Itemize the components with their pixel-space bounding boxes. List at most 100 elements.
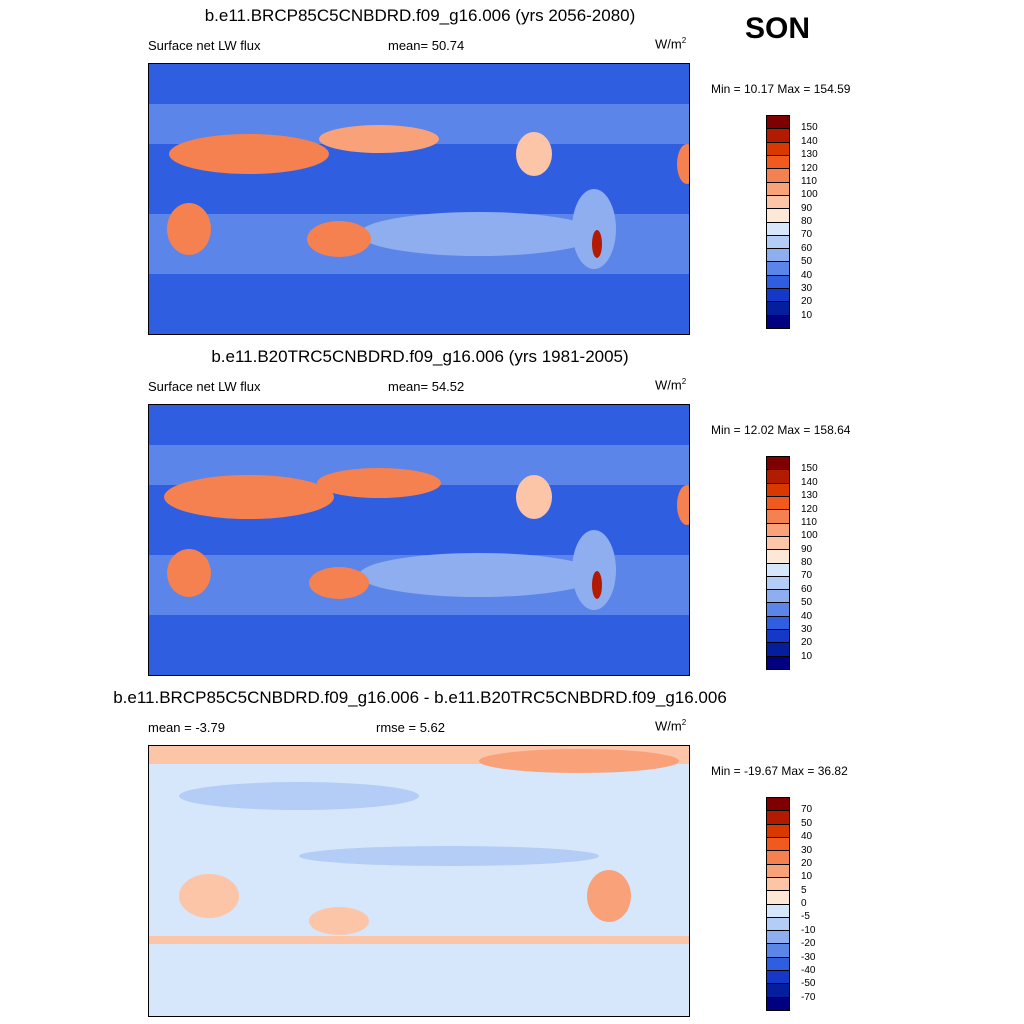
colorbar-swatch bbox=[767, 470, 789, 484]
colorbar-tick-label: 150 bbox=[801, 463, 818, 475]
map-2-andes-max bbox=[592, 571, 602, 599]
colorbar-swatch bbox=[767, 235, 789, 250]
colorbar-swatch bbox=[767, 536, 789, 551]
map-2-south-america bbox=[572, 530, 616, 610]
colorbar-tick-label: 20 bbox=[801, 296, 813, 308]
map-2-sahara bbox=[164, 475, 334, 519]
colorbar-swatch bbox=[767, 917, 789, 932]
map-1-pacific-band bbox=[359, 212, 599, 256]
colorbar-swatch bbox=[767, 891, 789, 905]
colorbar-tick-label: 0 bbox=[801, 898, 807, 909]
colorbar-tick-label: 30 bbox=[801, 623, 813, 635]
colorbar-swatch bbox=[767, 971, 789, 985]
map-2-pacific-band bbox=[359, 553, 599, 597]
colorbar-tick-label: -30 bbox=[801, 951, 816, 963]
map-2-east-africa-edge bbox=[677, 485, 689, 525]
colorbar-tick-label: 70 bbox=[801, 804, 813, 816]
panel-3-title: b.e11.BRCP85C5CNBDRD.f09_g16.006 - b.e11… bbox=[113, 688, 727, 707]
colorbar-tick-label: 130 bbox=[801, 149, 818, 161]
colorbar-swatch bbox=[767, 563, 789, 577]
colorbar-tick-label: 90 bbox=[801, 543, 813, 555]
map-3-amazon-warm bbox=[587, 870, 631, 922]
panel-2-mean-label: mean= 54.52 bbox=[388, 379, 465, 394]
panel-3-units: W/m2 bbox=[655, 718, 687, 734]
colorbar-swatch bbox=[767, 182, 789, 196]
colorbar-swatch bbox=[767, 851, 789, 865]
colorbar-tick-label: 90 bbox=[801, 202, 813, 214]
colorbar-swatch bbox=[767, 116, 789, 130]
map-2-south-africa bbox=[167, 549, 211, 597]
colorbar-tick-label: -5 bbox=[801, 911, 810, 923]
colorbar-swatch bbox=[767, 222, 789, 236]
colorbar-tick-label: 130 bbox=[801, 490, 818, 502]
colorbar-tick-label: 140 bbox=[801, 135, 818, 147]
season-label: SON bbox=[745, 12, 811, 45]
map-1-asia-desert bbox=[319, 125, 439, 153]
panel-2-map bbox=[148, 404, 690, 676]
colorbar-tick-label: 110 bbox=[801, 516, 817, 528]
map-3-southern-warm bbox=[149, 936, 689, 944]
map-3-arctic-hot bbox=[479, 749, 679, 773]
colorbar-tick-label: 50 bbox=[801, 597, 813, 609]
colorbar-swatch bbox=[767, 275, 789, 290]
map-1-south-africa bbox=[167, 203, 211, 255]
colorbar-tick-label: 60 bbox=[801, 583, 813, 595]
colorbar-tick-label: 100 bbox=[801, 530, 818, 542]
colorbar-tick-label: 40 bbox=[801, 269, 813, 281]
panel-2-variable-label: Surface net LW flux bbox=[148, 379, 261, 394]
colorbar-swatch bbox=[767, 302, 789, 316]
colorbar-tick-label: 120 bbox=[801, 162, 818, 174]
panel-2-minmax: Min = 12.02 Max = 158.64 bbox=[711, 423, 851, 437]
colorbar-tick-label: 30 bbox=[801, 282, 813, 294]
colorbar-swatch bbox=[767, 944, 789, 958]
colorbar-swatch bbox=[767, 824, 789, 838]
colorbar-swatch bbox=[767, 904, 789, 918]
colorbar-tick-label: 20 bbox=[801, 857, 813, 869]
panel-1-variable-label: Surface net LW flux bbox=[148, 38, 261, 53]
colorbar-swatch bbox=[767, 523, 789, 537]
map-1-north-america-sw bbox=[516, 132, 552, 176]
colorbar-swatch bbox=[767, 877, 789, 892]
panel-3-mean-label: mean = -3.79 bbox=[148, 720, 225, 735]
panel-3-map bbox=[148, 745, 690, 1017]
colorbar-swatch bbox=[767, 798, 789, 812]
panel-3-minmax: Min = -19.67 Max = 36.82 bbox=[711, 764, 848, 778]
panel-1-map bbox=[148, 63, 690, 335]
colorbar-tick-label: 70 bbox=[801, 229, 813, 241]
colorbar-swatch bbox=[767, 603, 789, 617]
panel-2-units: W/m2 bbox=[655, 377, 687, 393]
colorbar-swatch bbox=[767, 864, 789, 878]
panel-3-colorbar bbox=[766, 797, 790, 1011]
colorbar-swatch bbox=[767, 496, 789, 511]
colorbar-swatch bbox=[767, 643, 789, 657]
panel-1-units: W/m2 bbox=[655, 36, 687, 52]
map-3-north-blue bbox=[179, 782, 419, 810]
colorbar-tick-label: 40 bbox=[801, 610, 813, 622]
colorbar-swatch bbox=[767, 656, 789, 669]
colorbar-swatch bbox=[767, 837, 789, 852]
map-3-tropical-blue bbox=[299, 846, 599, 866]
colorbar-tick-label: 10 bbox=[801, 650, 813, 662]
map-2-north-america-sw bbox=[516, 475, 552, 519]
colorbar-tick-label: 5 bbox=[801, 884, 807, 896]
colorbar-tick-label: 30 bbox=[801, 844, 813, 856]
colorbar-swatch bbox=[767, 289, 789, 303]
panel-2-colorbar bbox=[766, 456, 790, 670]
colorbar-tick-label: -40 bbox=[801, 964, 816, 976]
colorbar-tick-label: 60 bbox=[801, 242, 813, 254]
colorbar-swatch bbox=[767, 590, 789, 604]
colorbar-tick-label: 140 bbox=[801, 476, 818, 488]
colorbar-swatch bbox=[767, 630, 789, 644]
colorbar-swatch bbox=[767, 984, 789, 998]
map-2-australia bbox=[309, 567, 369, 599]
map-3-africa-warm bbox=[179, 874, 239, 918]
colorbar-swatch bbox=[767, 931, 789, 945]
colorbar-swatch bbox=[767, 142, 789, 156]
colorbar-swatch bbox=[767, 249, 789, 263]
map-1-east-africa-edge bbox=[677, 144, 689, 184]
colorbar-swatch bbox=[767, 616, 789, 631]
colorbar-swatch bbox=[767, 997, 789, 1010]
colorbar-tick-label: 80 bbox=[801, 216, 813, 227]
panel-3-rmse-label: rmse = 5.62 bbox=[376, 720, 446, 735]
colorbar-tick-label: 70 bbox=[801, 570, 813, 582]
